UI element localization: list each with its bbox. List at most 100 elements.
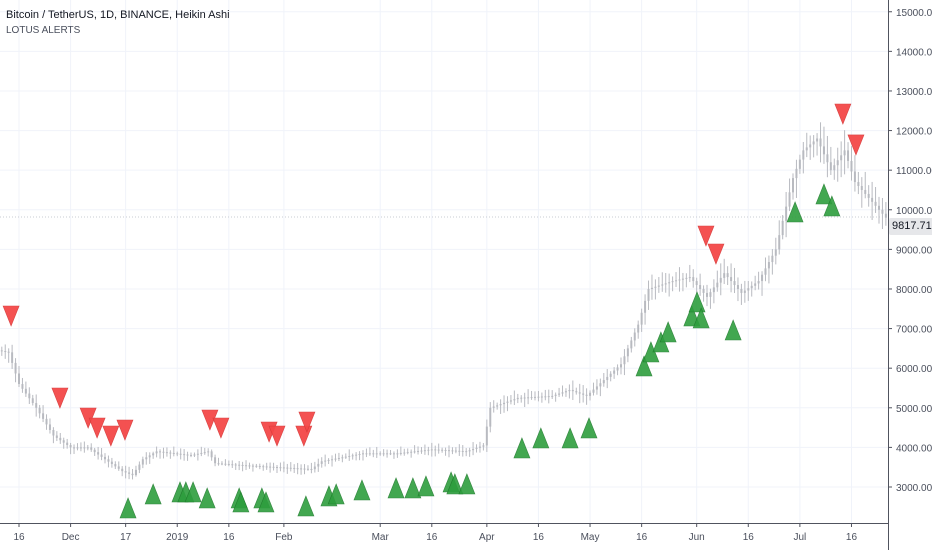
candle-body bbox=[172, 452, 175, 454]
time-tick-label: 16 bbox=[223, 532, 235, 543]
candle-body bbox=[743, 290, 746, 293]
sell-signal-triangle bbox=[116, 419, 134, 441]
time-tick-label: Apr bbox=[479, 532, 495, 543]
candle-body bbox=[564, 391, 567, 393]
buy-signal-triangle bbox=[297, 495, 315, 517]
candle-body bbox=[506, 401, 509, 403]
buy-signal-triangle bbox=[692, 307, 710, 329]
candle-body bbox=[31, 398, 34, 404]
candle-body bbox=[403, 452, 406, 454]
candle-body bbox=[7, 351, 10, 353]
candle-body bbox=[138, 464, 141, 470]
buy-signal-triangle bbox=[387, 477, 405, 499]
price-tick-label: 7000.00 bbox=[896, 325, 932, 336]
candle-body bbox=[417, 450, 420, 452]
buy-signal-triangle bbox=[786, 201, 804, 223]
candle-body bbox=[499, 404, 502, 406]
candle-body bbox=[45, 418, 48, 425]
candle-body bbox=[258, 466, 261, 468]
candle-body bbox=[884, 213, 887, 218]
buy-signal-triangle bbox=[257, 491, 275, 513]
candle-body bbox=[860, 186, 863, 190]
candle-body bbox=[585, 394, 588, 396]
candle-body bbox=[48, 424, 51, 430]
candle-body bbox=[754, 283, 757, 286]
candle-body bbox=[423, 450, 426, 452]
candle-body bbox=[110, 461, 113, 465]
candle-body bbox=[18, 373, 20, 385]
candle-body bbox=[723, 273, 726, 278]
candle-body bbox=[785, 206, 788, 221]
candle-body bbox=[458, 450, 461, 452]
candle-body bbox=[351, 455, 354, 457]
candle-body bbox=[540, 396, 543, 398]
time-axis[interactable]: 16 Dec 17 2019 16 Feb Mar 16 Apr 16 May 16 Jun 16 Jul 1… bbox=[13, 523, 857, 543]
candle-body bbox=[69, 445, 72, 448]
candle-body bbox=[664, 283, 667, 285]
candle-body bbox=[203, 452, 206, 454]
candle-body bbox=[695, 281, 698, 286]
buy-signal-triangle bbox=[823, 195, 841, 217]
candle-body bbox=[857, 182, 860, 187]
candle-body bbox=[79, 447, 82, 449]
sell-signal-triangle bbox=[707, 243, 725, 265]
candle-body bbox=[654, 286, 657, 288]
indicator-title: LOTUS ALERTS bbox=[6, 25, 81, 36]
sell-signal-triangle bbox=[298, 411, 316, 433]
candle-body bbox=[324, 460, 327, 462]
time-tick-label: Jun bbox=[689, 532, 705, 543]
time-tick-label: 16 bbox=[533, 532, 545, 543]
time-tick-label: 2019 bbox=[166, 532, 189, 543]
candle-body bbox=[248, 465, 251, 467]
signals bbox=[2, 103, 865, 519]
candle-body bbox=[286, 467, 289, 469]
candle-body bbox=[657, 285, 660, 287]
candle-body bbox=[375, 453, 378, 455]
candle-body bbox=[14, 362, 17, 374]
candle-body bbox=[145, 457, 148, 460]
candle-body bbox=[121, 468, 124, 472]
price-tick-label: 13000.00 bbox=[896, 87, 932, 98]
candle-body bbox=[293, 467, 296, 469]
candle-body bbox=[685, 277, 688, 279]
candle-body bbox=[176, 453, 179, 455]
candle-body bbox=[706, 292, 708, 297]
candle-body bbox=[269, 466, 272, 468]
candle-body bbox=[410, 451, 413, 453]
candle-body bbox=[616, 367, 619, 371]
buy-signal-triangle bbox=[532, 427, 550, 449]
candle-body bbox=[454, 450, 457, 452]
buy-signal-triangle bbox=[635, 355, 653, 377]
price-tick-label: 11000.00 bbox=[896, 166, 932, 177]
candle-body bbox=[193, 454, 196, 456]
candle-body bbox=[781, 220, 784, 236]
candle-body bbox=[448, 450, 450, 452]
candle-body bbox=[434, 449, 437, 451]
candle-body bbox=[816, 138, 819, 142]
candle-body bbox=[853, 171, 856, 183]
price-tick-label: 6000.00 bbox=[896, 364, 932, 375]
candle-body bbox=[444, 449, 447, 451]
time-tick-label: May bbox=[581, 532, 600, 543]
candle-body bbox=[104, 456, 106, 460]
candle-body bbox=[575, 391, 578, 393]
candle-body bbox=[306, 468, 309, 470]
candle-body bbox=[141, 459, 144, 465]
candle-body bbox=[190, 454, 192, 456]
candle-body bbox=[441, 449, 444, 451]
candle-body bbox=[358, 453, 361, 455]
sell-signal-triangle bbox=[51, 387, 69, 409]
time-tick-label: Feb bbox=[275, 532, 293, 543]
candle-body bbox=[527, 397, 530, 399]
candle-body bbox=[337, 457, 340, 459]
candle-body bbox=[788, 192, 791, 207]
candles bbox=[0, 122, 887, 480]
candle-body bbox=[829, 162, 832, 171]
candle-body bbox=[35, 403, 38, 408]
candle-body bbox=[843, 150, 846, 156]
price-axis[interactable]: 3000.00 4000.00 5000.00 6000.00 7000.00 8000.… bbox=[888, 8, 932, 494]
candle-body bbox=[296, 468, 299, 470]
price-tick-label: 14000.00 bbox=[896, 47, 932, 58]
candle-body bbox=[73, 447, 76, 449]
